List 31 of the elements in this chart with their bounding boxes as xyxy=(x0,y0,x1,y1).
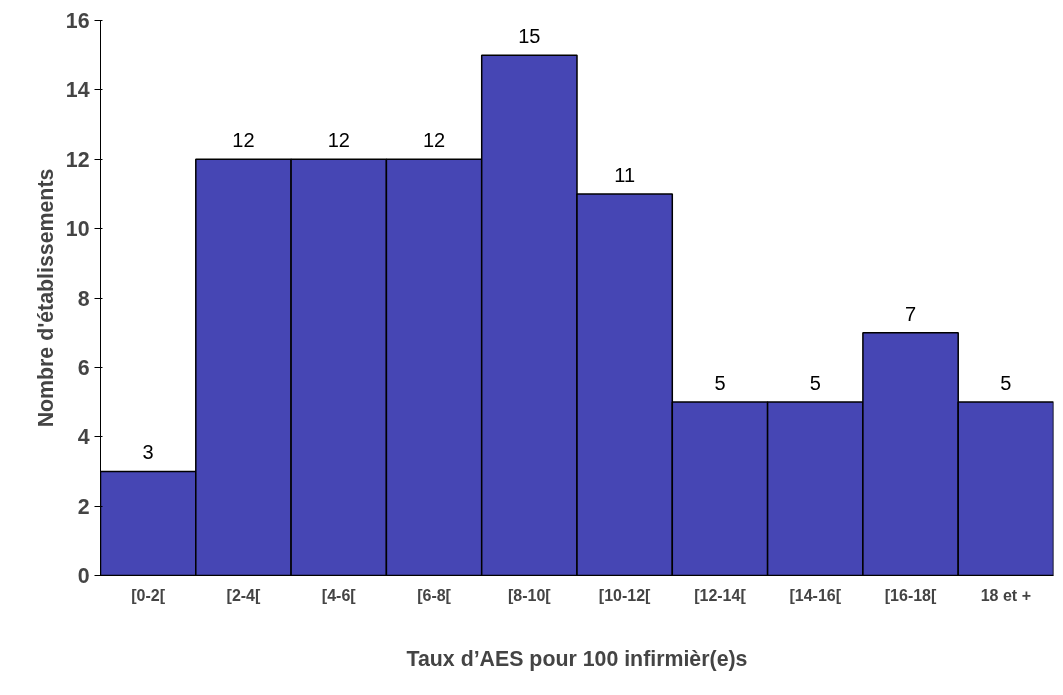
data-label: 7 xyxy=(904,302,917,325)
x-tick-label: [14-16[ xyxy=(789,586,842,604)
x-tick-label: [16-18[ xyxy=(884,586,938,604)
y-tick-label: 6 xyxy=(77,355,90,380)
y-tick-label: 8 xyxy=(77,286,90,311)
data-label: 5 xyxy=(809,372,821,395)
y-tick-label: 4 xyxy=(77,425,90,450)
x-tick-label: [2-4[ xyxy=(226,586,262,604)
x-tick-label: [8-10[ xyxy=(508,586,552,604)
x-tick-label: [0-2[ xyxy=(131,586,166,604)
data-label: 12 xyxy=(422,129,446,152)
y-tick-label: 10 xyxy=(65,217,90,242)
y-tick-label: 16 xyxy=(65,9,90,33)
x-tick-label: 18 et + xyxy=(980,586,1031,604)
y-tick-label: 2 xyxy=(77,494,90,519)
x-tick-label: [10-12[ xyxy=(598,586,652,604)
y-tick-label: 0 xyxy=(77,564,90,588)
x-tick-label: [12-14[ xyxy=(694,586,747,604)
data-label: 3 xyxy=(142,441,154,464)
y-axis-title: Nombre d'établissements xyxy=(33,168,58,428)
data-label: 15 xyxy=(518,25,541,48)
x-axis-title: Taux d’AES pour 100 infirmièr(e)s xyxy=(406,646,748,671)
x-tick-label: [6-8[ xyxy=(417,586,452,604)
data-label: 5 xyxy=(714,372,726,395)
data-label: 12 xyxy=(327,129,350,152)
data-label: 5 xyxy=(1000,372,1012,395)
y-tick-label: 12 xyxy=(65,147,90,172)
data-label: 12 xyxy=(232,129,255,152)
data-label: 11 xyxy=(614,163,636,186)
y-tick-label: 14 xyxy=(65,78,90,103)
x-tick-label: [4-6[ xyxy=(321,586,357,604)
